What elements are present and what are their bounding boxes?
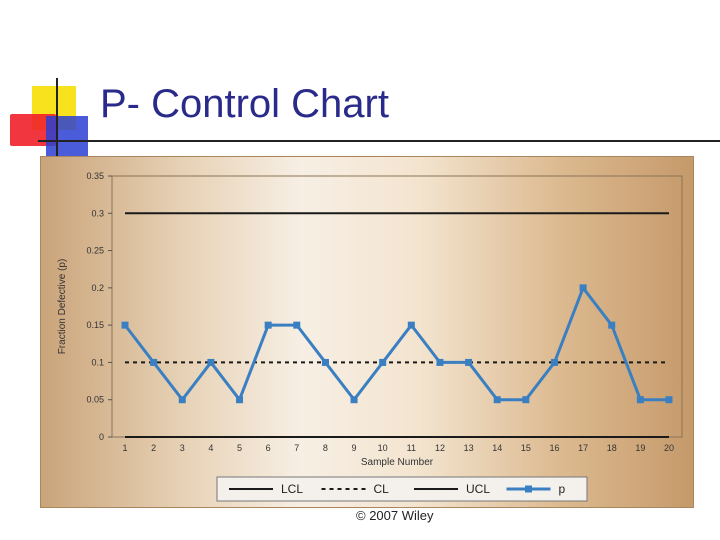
legend-label-ucl: UCL: [466, 482, 490, 496]
data-point-p: [436, 358, 444, 366]
x-tick-label: 18: [607, 443, 617, 453]
x-tick-label: 8: [323, 443, 328, 453]
x-tick-label: 20: [664, 443, 674, 453]
x-tick-label: 9: [352, 443, 357, 453]
data-point-p: [550, 358, 558, 366]
data-point-p: [608, 321, 616, 329]
legend-label-cl: CL: [374, 482, 390, 496]
data-point-p: [150, 358, 158, 366]
data-point-p: [665, 396, 673, 404]
x-tick-label: 19: [635, 443, 645, 453]
x-tick-label: 16: [549, 443, 559, 453]
x-tick-label: 12: [435, 443, 445, 453]
series-line-p: [123, 284, 669, 403]
x-tick-label: 7: [294, 443, 299, 453]
data-point-p: [379, 358, 387, 366]
data-point-p: [579, 284, 587, 292]
x-axis-label: Sample Number: [361, 457, 434, 468]
legend-marker-p: [525, 485, 532, 493]
x-tick-label: 5: [237, 443, 242, 453]
x-tick-label: 4: [208, 443, 213, 453]
x-tick-label: 3: [180, 443, 185, 453]
data-point-p: [522, 396, 530, 404]
data-point-p: [178, 396, 186, 404]
chart-frame: 0 0.05 0.1 0.15 0.2 0.25 0.3 0.35 1 2 3 4 5 6 7 8 9 10 11 1…: [40, 156, 694, 508]
title-decor-blue-square: [46, 116, 88, 156]
x-tick-label: 11: [407, 443, 416, 453]
data-point-p: [236, 396, 244, 404]
y-axis-label: Fraction Defective (p): [57, 259, 68, 355]
data-point-p: [493, 396, 501, 404]
x-tick-label: 10: [378, 443, 388, 453]
x-tick-label: 14: [492, 443, 502, 453]
y-tick-label: 0.3: [91, 208, 104, 218]
y-tick-label: 0.1: [91, 357, 104, 367]
y-tick-label: 0.15: [86, 320, 104, 330]
copyright-notice: © 2007 Wiley: [356, 508, 434, 523]
data-point-p: [350, 396, 358, 404]
data-point-p: [264, 321, 272, 329]
slide-title: P- Control Chart: [100, 82, 389, 126]
x-tick-label: 17: [578, 443, 588, 453]
x-tick-label: 1: [122, 443, 127, 453]
x-tick-label: 13: [464, 443, 474, 453]
data-point-p: [321, 358, 329, 366]
y-tick-label: 0.35: [86, 171, 104, 181]
data-point-p: [293, 321, 301, 329]
data-point-p: [121, 321, 129, 329]
data-point-p: [465, 358, 473, 366]
data-point-p: [636, 396, 644, 404]
data-point-p: [207, 358, 215, 366]
y-tick-label: 0.2: [91, 283, 104, 293]
x-tick-label: 6: [266, 443, 271, 453]
title-underline-rule: [38, 140, 720, 142]
title-decor-vertical-rule: [56, 78, 58, 162]
y-tick-label: 0.25: [86, 246, 104, 256]
legend-label-lcl: LCL: [281, 482, 303, 496]
x-tick-label: 15: [521, 443, 531, 453]
p-control-chart: 00.050.10.150.20.250.30.351 2 3 4 5 6 7 8 9 10 11 1…: [57, 171, 683, 502]
y-tick-label: 0.05: [86, 395, 104, 405]
x-tick-label: 2: [151, 443, 156, 453]
data-point-p: [407, 321, 415, 329]
y-tick-label: 0: [99, 432, 104, 442]
legend-label-p: p: [559, 482, 566, 496]
